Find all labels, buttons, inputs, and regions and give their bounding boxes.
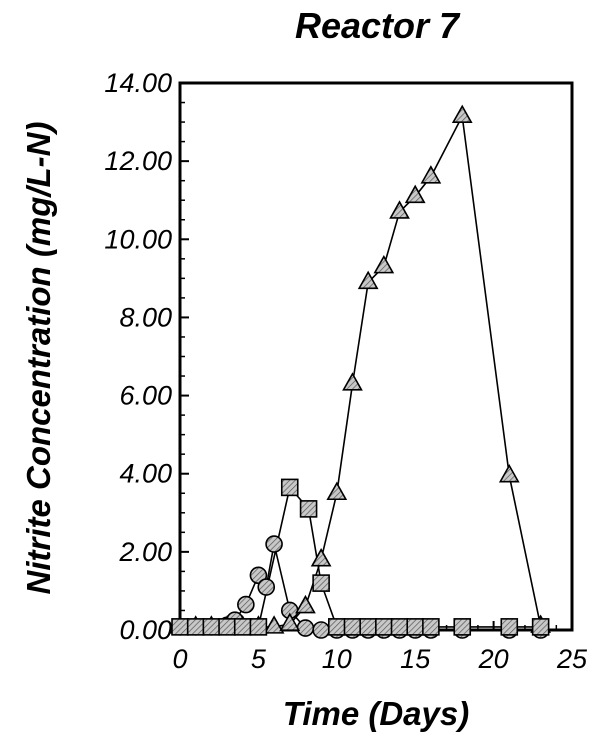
y-tick-label: 4.00 <box>119 459 172 489</box>
x-tick-label: 25 <box>556 644 588 674</box>
y-tick-label: 8.00 <box>119 302 172 332</box>
chart-title: Reactor 7 <box>295 5 461 46</box>
triangle-marker <box>451 104 473 124</box>
triangle-marker <box>279 612 301 631</box>
square-marker <box>531 618 550 636</box>
triangle-marker <box>498 464 520 483</box>
axis-ticks: 0.00 2.00 4.00 6.00 8.00 10.00 12.00 14.00 0 5 10 1… <box>104 68 588 674</box>
x-axis-title: Time (Days) <box>283 695 469 732</box>
square-marker <box>171 618 189 636</box>
triangle-marker <box>373 255 395 274</box>
y-tick-label: 14.00 <box>104 68 172 98</box>
triangle-marker <box>420 165 442 184</box>
x-tick-label: 20 <box>478 644 509 674</box>
square-marker <box>202 618 221 636</box>
series-lines <box>180 113 542 631</box>
square-marker <box>299 500 318 518</box>
square-marker <box>186 618 205 636</box>
y-tick-label: 10.00 <box>104 224 172 254</box>
square-marker <box>390 618 409 636</box>
circle-marker <box>237 595 255 614</box>
square-marker <box>453 618 472 636</box>
square-marker <box>422 618 440 636</box>
square-marker <box>343 618 362 636</box>
square-marker <box>249 618 268 636</box>
y-tick-label: 6.00 <box>119 381 172 411</box>
triangle-marker <box>263 615 285 634</box>
square-marker <box>327 618 346 636</box>
circle-marker <box>257 578 276 596</box>
triangle-marker <box>326 481 348 501</box>
square-marker <box>280 478 299 497</box>
series-line-triangle <box>180 113 542 628</box>
square-marker <box>218 618 236 636</box>
triangle-marker <box>404 184 426 204</box>
series-markers <box>169 104 552 639</box>
series-line-square <box>180 485 541 628</box>
circle-marker <box>312 621 330 639</box>
square-marker <box>233 618 252 636</box>
square-marker <box>406 618 425 636</box>
y-axis-title: Nitrite Concentration (mg/L-N) <box>20 122 57 595</box>
x-tick-label: 5 <box>251 644 267 674</box>
circle-marker <box>296 619 315 637</box>
square-marker <box>359 618 377 636</box>
triangle-marker <box>357 270 379 290</box>
y-tick-label: 2.00 <box>118 537 172 567</box>
triangle-marker <box>310 548 332 567</box>
y-tick-label: 0.00 <box>119 615 172 645</box>
y-tick-label: 12.00 <box>104 146 172 176</box>
square-marker <box>312 574 330 592</box>
plot-frame <box>178 81 574 632</box>
circle-marker <box>265 535 283 553</box>
square-marker <box>375 618 393 636</box>
triangle-marker <box>342 372 363 391</box>
x-tick-label: 10 <box>322 644 352 674</box>
x-tick-label: 0 <box>172 644 187 674</box>
triangle-marker <box>295 594 316 614</box>
x-tick-label: 15 <box>400 644 431 674</box>
triangle-marker <box>389 200 410 219</box>
square-marker <box>500 618 519 636</box>
